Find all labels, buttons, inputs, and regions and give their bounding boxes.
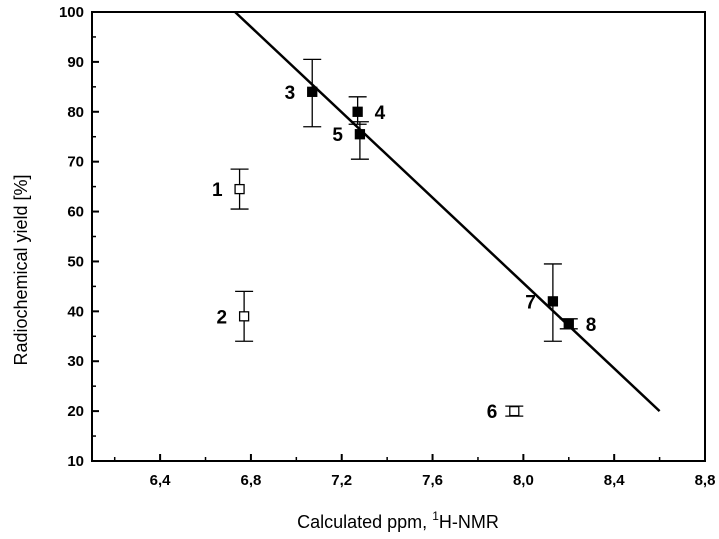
x-axis-title-prefix: Calculated ppm, (297, 512, 432, 532)
x-tick-label: 8,8 (695, 472, 716, 489)
x-axis-title: Calculated ppm, 1H-NMR (297, 509, 499, 532)
x-axis-title-suffix: H-NMR (439, 512, 499, 532)
x-axis-title-superscript: 1 (432, 509, 439, 523)
data-point: 4 (348, 96, 386, 125)
point-label: 6 (487, 402, 498, 423)
point-label: 1 (212, 180, 223, 201)
y-tick-label: 90 (67, 54, 84, 71)
point-label: 4 (375, 103, 386, 124)
point-marker (234, 183, 245, 195)
point-marker (563, 318, 574, 329)
x-tick-label: 6,8 (240, 472, 261, 489)
point-label: 8 (586, 315, 597, 336)
point-label: 2 (217, 307, 228, 328)
x-tick-label: 6,4 (150, 472, 172, 489)
data-point: 5 (332, 121, 369, 160)
y-tick-label: 80 (67, 104, 84, 121)
x-tick-label: 8,4 (604, 472, 626, 489)
y-tick-label: 70 (67, 154, 84, 171)
point-label: 5 (332, 125, 343, 146)
y-tick-label: 50 (67, 253, 84, 270)
data-point: 2 (217, 290, 254, 342)
y-tick-label: 100 (59, 4, 84, 21)
fit-line (234, 11, 661, 413)
point-marker (354, 129, 366, 140)
point-label: 7 (525, 292, 536, 313)
point-marker (509, 405, 520, 417)
data-point: 8 (559, 315, 597, 336)
point-marker (238, 311, 250, 322)
y-tick-label: 40 (67, 303, 84, 320)
data-point: 3 (285, 58, 322, 128)
y-tick-label: 10 (67, 453, 84, 470)
data-point: 1 (212, 168, 249, 210)
y-tick-label: 20 (67, 403, 84, 420)
x-tick-label: 7,2 (331, 472, 352, 489)
point-marker (352, 106, 363, 117)
plot-frame (91, 11, 706, 462)
point-label: 3 (285, 83, 296, 104)
y-axis-title: Radiochemical yield [%] (11, 174, 31, 365)
data-point: 6 (487, 402, 524, 423)
point-marker (307, 86, 318, 97)
y-tick-label: 60 (67, 204, 84, 221)
point-marker (547, 296, 559, 307)
data-point: 7 (525, 263, 562, 342)
y-tick-label: 30 (67, 353, 84, 370)
x-tick-label: 8,0 (513, 472, 534, 489)
x-tick-label: 7,6 (422, 472, 443, 489)
